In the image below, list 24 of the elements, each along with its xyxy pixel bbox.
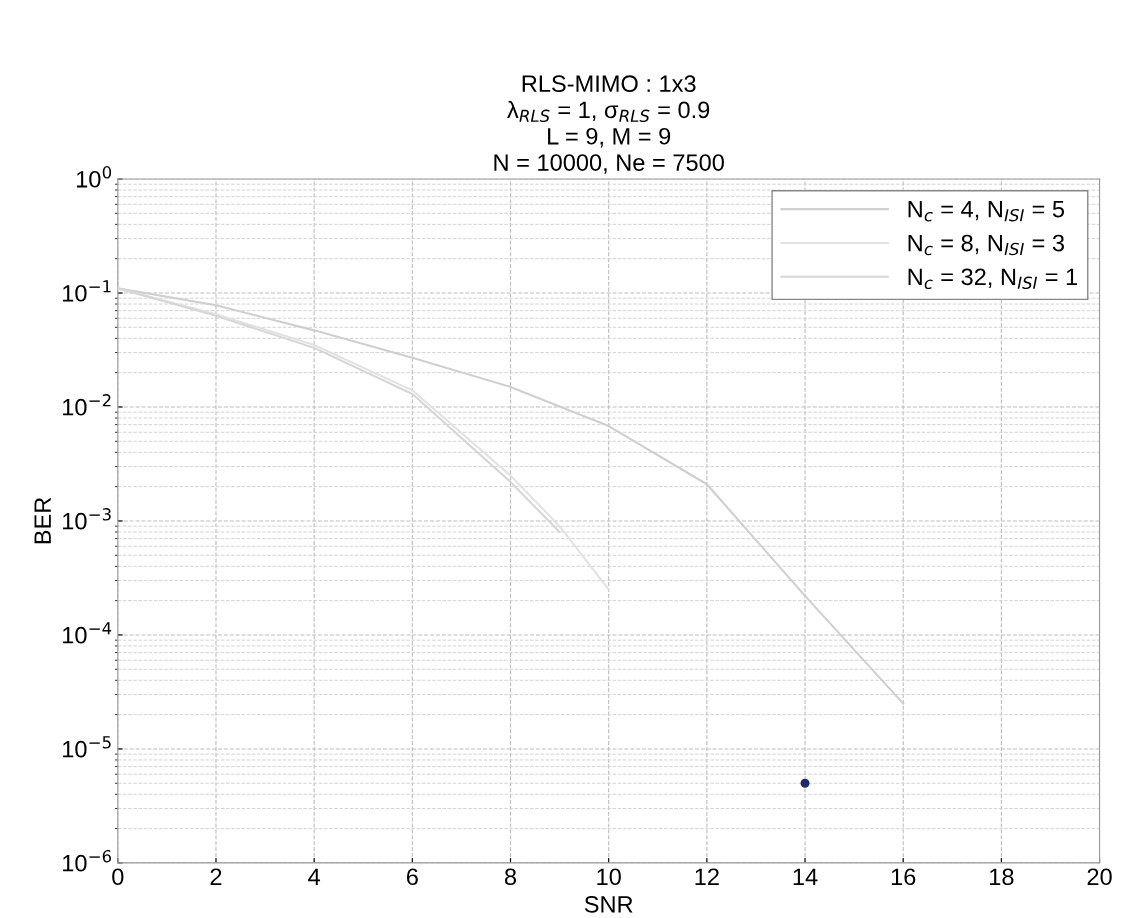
y-tick-label: 10$^{−6}$ [63,849,112,872]
x-tick-label: 14 [793,868,818,885]
x-tick-label: 16 [891,868,916,886]
y-tick-label: 10$^{−5}$ [63,736,111,758]
x-tick-label: 2 [210,868,222,885]
x-axis-title: SNR [584,895,633,913]
x-tick-label: 20 [1087,868,1112,886]
x-tick-label: 18 [990,868,1014,886]
x-tick-label: 0 [112,868,124,886]
y-axis-title: BER [34,497,51,544]
x-tick-label: 6 [406,868,418,886]
x-tick-label: 4 [308,868,321,885]
chart-title: RLS-MIMO : 1x3 λ$_{RLS}$ = 1, σ$_{RLS}$ = 0.9 L = 9, M = 9 N = 10000, Ne = 7500 [494,75,724,174]
y-tick-label: 10$^{−1}$ [63,280,111,302]
y-tick-label: 10$^{−4}$ [63,622,112,644]
y-tick-label: 10$^{−3}$ [63,508,111,530]
x-tick-label: 8 [504,868,517,886]
legend-label: N$_{c}$ = 32, N$_{ISI}$ = 1 [908,268,1078,290]
legend-label: N$_{c}$ = 8, N$_{ISI}$ = 3 [908,234,1064,256]
x-tick-label: 10 [597,868,621,886]
y-tick-label: 10$^{0}$ [76,166,112,188]
y-tick-label: 10$^{−2}$ [63,394,111,416]
legend-label: N$_{c}$ = 4, N$_{ISI}$ = 5 [908,201,1065,222]
x-tick-label: 12 [695,868,719,885]
